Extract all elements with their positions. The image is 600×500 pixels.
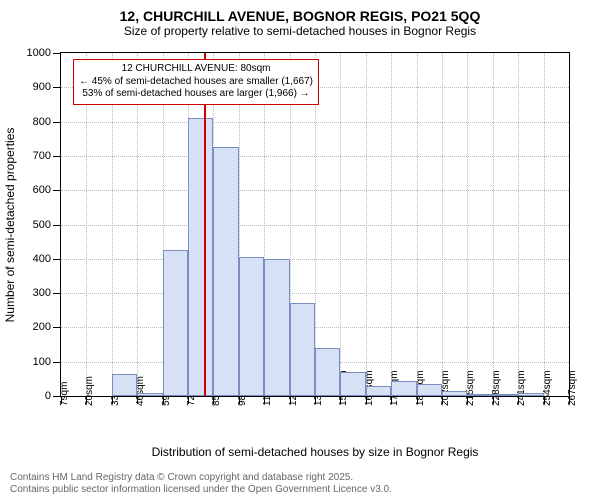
y-tick <box>53 225 61 226</box>
grid-line-v <box>391 53 392 396</box>
y-tick <box>53 327 61 328</box>
histogram-bar <box>163 250 188 396</box>
x-tick-label: 7sqm <box>59 382 70 406</box>
grid-line-v <box>417 53 418 396</box>
y-tick-label: 700 <box>33 150 51 162</box>
histogram-bar <box>137 393 162 396</box>
x-tick-label: 228sqm <box>491 370 502 406</box>
footer-attribution: Contains HM Land Registry data © Crown c… <box>10 472 392 496</box>
histogram-bar <box>442 391 467 396</box>
histogram-bar <box>467 394 492 396</box>
histogram-bar <box>391 381 416 396</box>
x-tick-label: 254sqm <box>542 370 553 406</box>
grid-line-v <box>340 53 341 396</box>
histogram-bar <box>239 257 264 396</box>
histogram-bar <box>518 393 543 396</box>
annotation-line2: ← 45% of semi-detached houses are smalle… <box>79 76 313 89</box>
annotation-box: 12 CHURCHILL AVENUE: 80sqm ← 45% of semi… <box>73 59 319 105</box>
footer-line1: Contains HM Land Registry data © Crown c… <box>10 472 392 484</box>
y-tick-label: 200 <box>33 321 51 333</box>
y-tick-label: 900 <box>33 81 51 93</box>
footer-line2: Contains public sector information licen… <box>10 484 392 496</box>
x-tick-label: 215sqm <box>465 370 476 406</box>
chart-title: 12, CHURCHILL AVENUE, BOGNOR REGIS, PO21… <box>0 0 600 24</box>
histogram-bar <box>417 384 442 396</box>
grid-line-v <box>467 53 468 396</box>
histogram-bar <box>213 147 238 396</box>
grid-line-v <box>544 53 545 396</box>
histogram-bar <box>264 259 289 396</box>
y-tick-label: 100 <box>33 356 51 368</box>
histogram-bar <box>340 372 365 396</box>
y-tick-label: 800 <box>33 116 51 128</box>
chart-subtitle: Size of property relative to semi-detach… <box>0 24 600 42</box>
annotation-line3: 53% of semi-detached houses are larger (… <box>79 88 313 101</box>
y-tick <box>53 362 61 363</box>
x-axis-title: Distribution of semi-detached houses by … <box>60 445 570 459</box>
y-tick-label: 1000 <box>27 47 51 59</box>
grid-line-v <box>493 53 494 396</box>
histogram-bar <box>188 118 213 396</box>
y-tick-label: 0 <box>45 390 51 402</box>
y-tick-label: 500 <box>33 219 51 231</box>
histogram-bar <box>112 374 137 396</box>
y-tick <box>53 122 61 123</box>
chart-plot-area: 010020030040050060070080090010007sqm20sq… <box>60 52 570 397</box>
grid-line-v <box>442 53 443 396</box>
y-tick <box>53 190 61 191</box>
y-tick-label: 300 <box>33 287 51 299</box>
y-tick <box>53 156 61 157</box>
histogram-bar <box>315 348 340 396</box>
y-tick-label: 600 <box>33 184 51 196</box>
x-tick-label: 241sqm <box>516 370 527 406</box>
y-tick-label: 400 <box>33 253 51 265</box>
histogram-bar <box>366 386 391 396</box>
y-tick <box>53 87 61 88</box>
y-axis-title: Number of semi-detached properties <box>3 128 17 323</box>
grid-line-v <box>518 53 519 396</box>
annotation-line1: 12 CHURCHILL AVENUE: 80sqm <box>79 63 313 76</box>
x-tick-label: 267sqm <box>567 370 578 406</box>
histogram-bar <box>290 303 315 396</box>
y-tick <box>53 53 61 54</box>
grid-line-v <box>366 53 367 396</box>
x-tick-label: 20sqm <box>84 376 95 406</box>
y-tick <box>53 293 61 294</box>
y-tick <box>53 259 61 260</box>
histogram-bar <box>493 394 518 396</box>
